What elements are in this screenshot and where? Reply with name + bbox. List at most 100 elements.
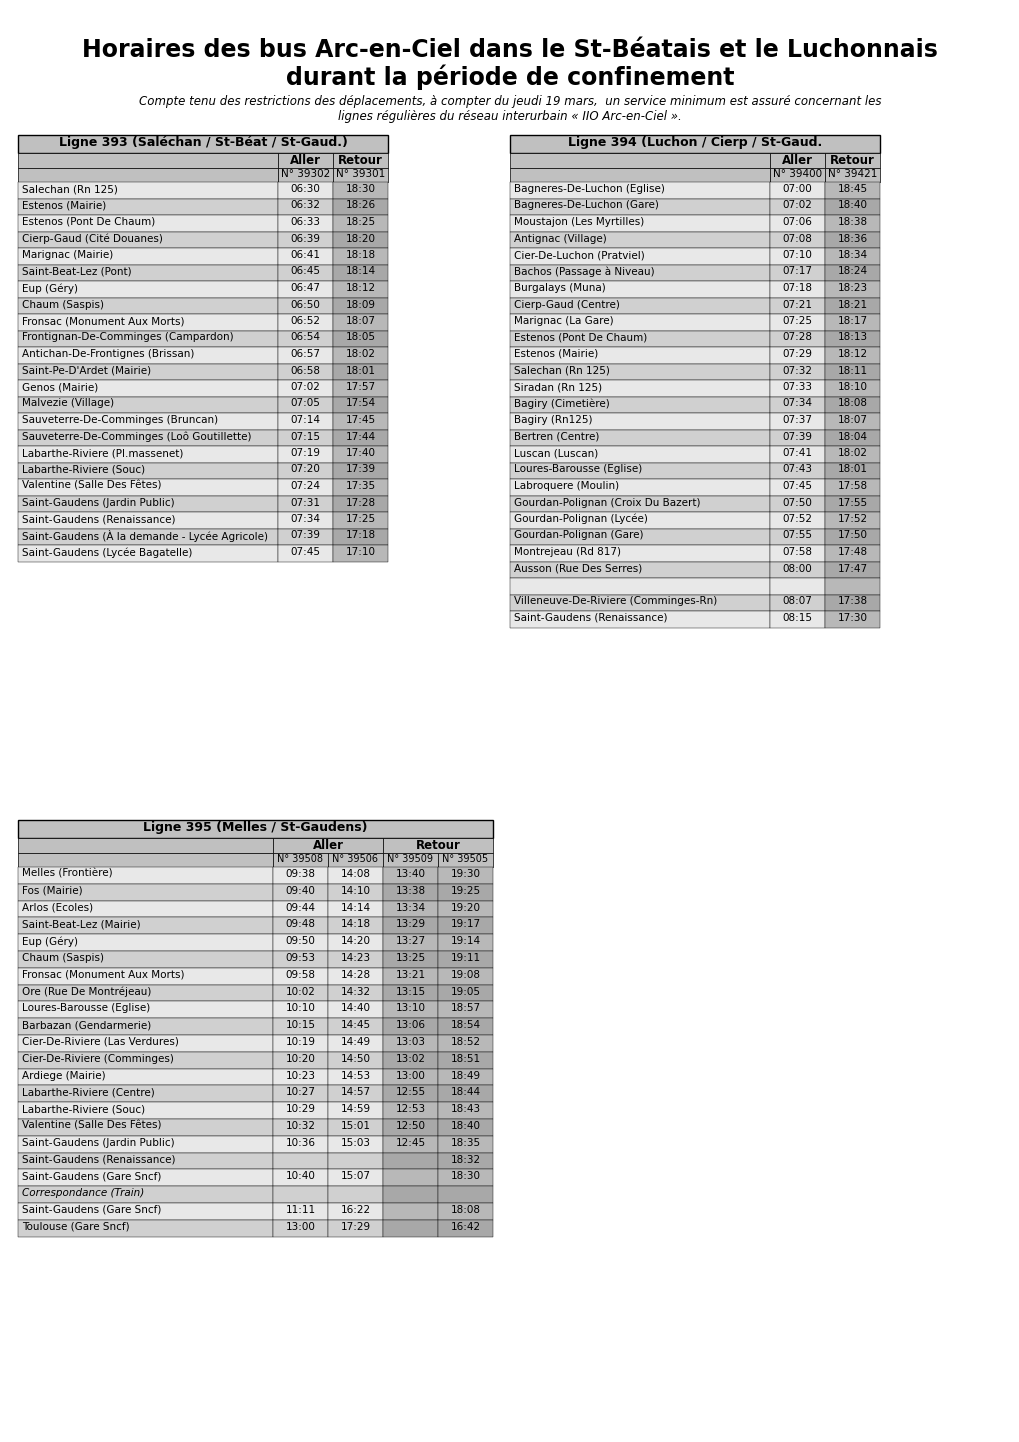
- Bar: [382, 1035, 437, 1051]
- Bar: [824, 182, 879, 199]
- Text: 18:07: 18:07: [345, 316, 375, 326]
- Bar: [769, 169, 824, 182]
- Bar: [273, 838, 382, 854]
- Bar: [18, 363, 278, 381]
- Text: Saint-Pe-D'Ardet (Mairie): Saint-Pe-D'Ardet (Mairie): [22, 365, 151, 375]
- Bar: [769, 232, 824, 248]
- Text: Saint-Gaudens (À la demande - Lycée Agricole): Saint-Gaudens (À la demande - Lycée Agri…: [22, 531, 268, 542]
- Text: N° 39400: N° 39400: [772, 169, 821, 179]
- Bar: [332, 397, 387, 412]
- Bar: [824, 232, 879, 248]
- Bar: [278, 232, 332, 248]
- Text: 18:12: 18:12: [837, 349, 867, 359]
- Bar: [437, 1035, 492, 1051]
- Bar: [510, 594, 769, 611]
- Text: 13:38: 13:38: [395, 885, 425, 895]
- Bar: [18, 1136, 273, 1152]
- Bar: [278, 381, 332, 397]
- Text: 18:57: 18:57: [450, 1004, 480, 1014]
- Bar: [437, 1220, 492, 1237]
- Text: 09:48: 09:48: [285, 920, 315, 930]
- Text: 17:18: 17:18: [345, 531, 375, 541]
- Text: 18:02: 18:02: [345, 349, 375, 359]
- Text: 09:44: 09:44: [285, 903, 315, 913]
- Text: 12:55: 12:55: [395, 1087, 425, 1097]
- Bar: [18, 330, 278, 348]
- Bar: [273, 884, 328, 901]
- Bar: [332, 479, 387, 496]
- Bar: [18, 446, 278, 463]
- Bar: [824, 430, 879, 446]
- Bar: [273, 917, 328, 934]
- Text: 15:01: 15:01: [340, 1120, 370, 1131]
- Text: 18:49: 18:49: [450, 1070, 480, 1080]
- Bar: [278, 363, 332, 381]
- Text: 19:08: 19:08: [450, 970, 480, 979]
- Bar: [769, 182, 824, 199]
- Text: 14:40: 14:40: [340, 1004, 370, 1014]
- Text: 08:15: 08:15: [782, 613, 812, 623]
- Text: 10:15: 10:15: [285, 1019, 315, 1030]
- Text: 18:38: 18:38: [837, 216, 867, 226]
- Text: 06:54: 06:54: [290, 333, 320, 343]
- Text: Bagiry (Cimetière): Bagiry (Cimetière): [514, 398, 609, 410]
- Bar: [332, 529, 387, 545]
- Bar: [332, 182, 387, 199]
- Text: Ligne 393 (Saléchan / St-Béat / St-Gaud.): Ligne 393 (Saléchan / St-Béat / St-Gaud.…: [58, 136, 347, 149]
- Bar: [278, 348, 332, 363]
- Text: Gourdan-Polignan (Lycée): Gourdan-Polignan (Lycée): [514, 513, 647, 525]
- Bar: [437, 901, 492, 917]
- Text: Salechan (Rn 125): Salechan (Rn 125): [22, 185, 118, 195]
- Text: 17:35: 17:35: [345, 482, 375, 490]
- Text: 19:30: 19:30: [450, 870, 480, 880]
- Bar: [382, 854, 437, 867]
- Bar: [510, 479, 769, 496]
- Bar: [510, 363, 769, 381]
- Text: 18:45: 18:45: [837, 185, 867, 195]
- Bar: [18, 1203, 273, 1220]
- Bar: [18, 215, 278, 232]
- Bar: [769, 545, 824, 561]
- Bar: [18, 917, 273, 934]
- Text: 10:20: 10:20: [285, 1054, 315, 1064]
- Text: N° 39505: N° 39505: [442, 854, 488, 864]
- Bar: [437, 1069, 492, 1086]
- Text: Saint-Gaudens (Jardin Public): Saint-Gaudens (Jardin Public): [22, 1138, 174, 1148]
- Text: Saint-Beat-Lez (Mairie): Saint-Beat-Lez (Mairie): [22, 920, 141, 930]
- Bar: [273, 1203, 328, 1220]
- Text: 18:40: 18:40: [837, 200, 866, 211]
- Text: Sauveterre-De-Comminges (Loô Goutillette): Sauveterre-De-Comminges (Loô Goutillette…: [22, 431, 252, 443]
- Text: 13:02: 13:02: [395, 1054, 425, 1064]
- Bar: [437, 1086, 492, 1102]
- Text: Saint-Gaudens (Gare Sncf): Saint-Gaudens (Gare Sncf): [22, 1171, 161, 1181]
- Bar: [328, 985, 382, 1001]
- Bar: [18, 430, 278, 446]
- Bar: [18, 884, 273, 901]
- Bar: [328, 1035, 382, 1051]
- Bar: [824, 561, 879, 578]
- Text: Retour: Retour: [415, 839, 460, 852]
- Text: 14:53: 14:53: [340, 1070, 370, 1080]
- Bar: [824, 314, 879, 330]
- Text: 14:23: 14:23: [340, 953, 370, 963]
- Text: 19:14: 19:14: [450, 936, 480, 946]
- Bar: [278, 248, 332, 264]
- Bar: [278, 297, 332, 314]
- Text: 18:34: 18:34: [837, 249, 867, 260]
- Bar: [273, 901, 328, 917]
- Bar: [437, 1169, 492, 1187]
- Bar: [273, 952, 328, 968]
- Bar: [328, 884, 382, 901]
- Text: Cier-De-Luchon (Pratviel): Cier-De-Luchon (Pratviel): [514, 249, 644, 260]
- Text: Cierp-Gaud (Cité Douanes): Cierp-Gaud (Cité Douanes): [22, 234, 163, 244]
- Bar: [332, 430, 387, 446]
- Text: 18:30: 18:30: [450, 1171, 480, 1181]
- Text: Aller: Aller: [782, 154, 812, 167]
- Text: Bachos (Passage à Niveau): Bachos (Passage à Niveau): [514, 267, 654, 277]
- Text: Luscan (Luscan): Luscan (Luscan): [514, 448, 598, 459]
- Text: 09:38: 09:38: [285, 870, 315, 880]
- Bar: [328, 1018, 382, 1035]
- Text: Montrejeau (Rd 817): Montrejeau (Rd 817): [514, 547, 621, 557]
- Text: 15:07: 15:07: [340, 1171, 370, 1181]
- Text: 06:30: 06:30: [290, 185, 320, 195]
